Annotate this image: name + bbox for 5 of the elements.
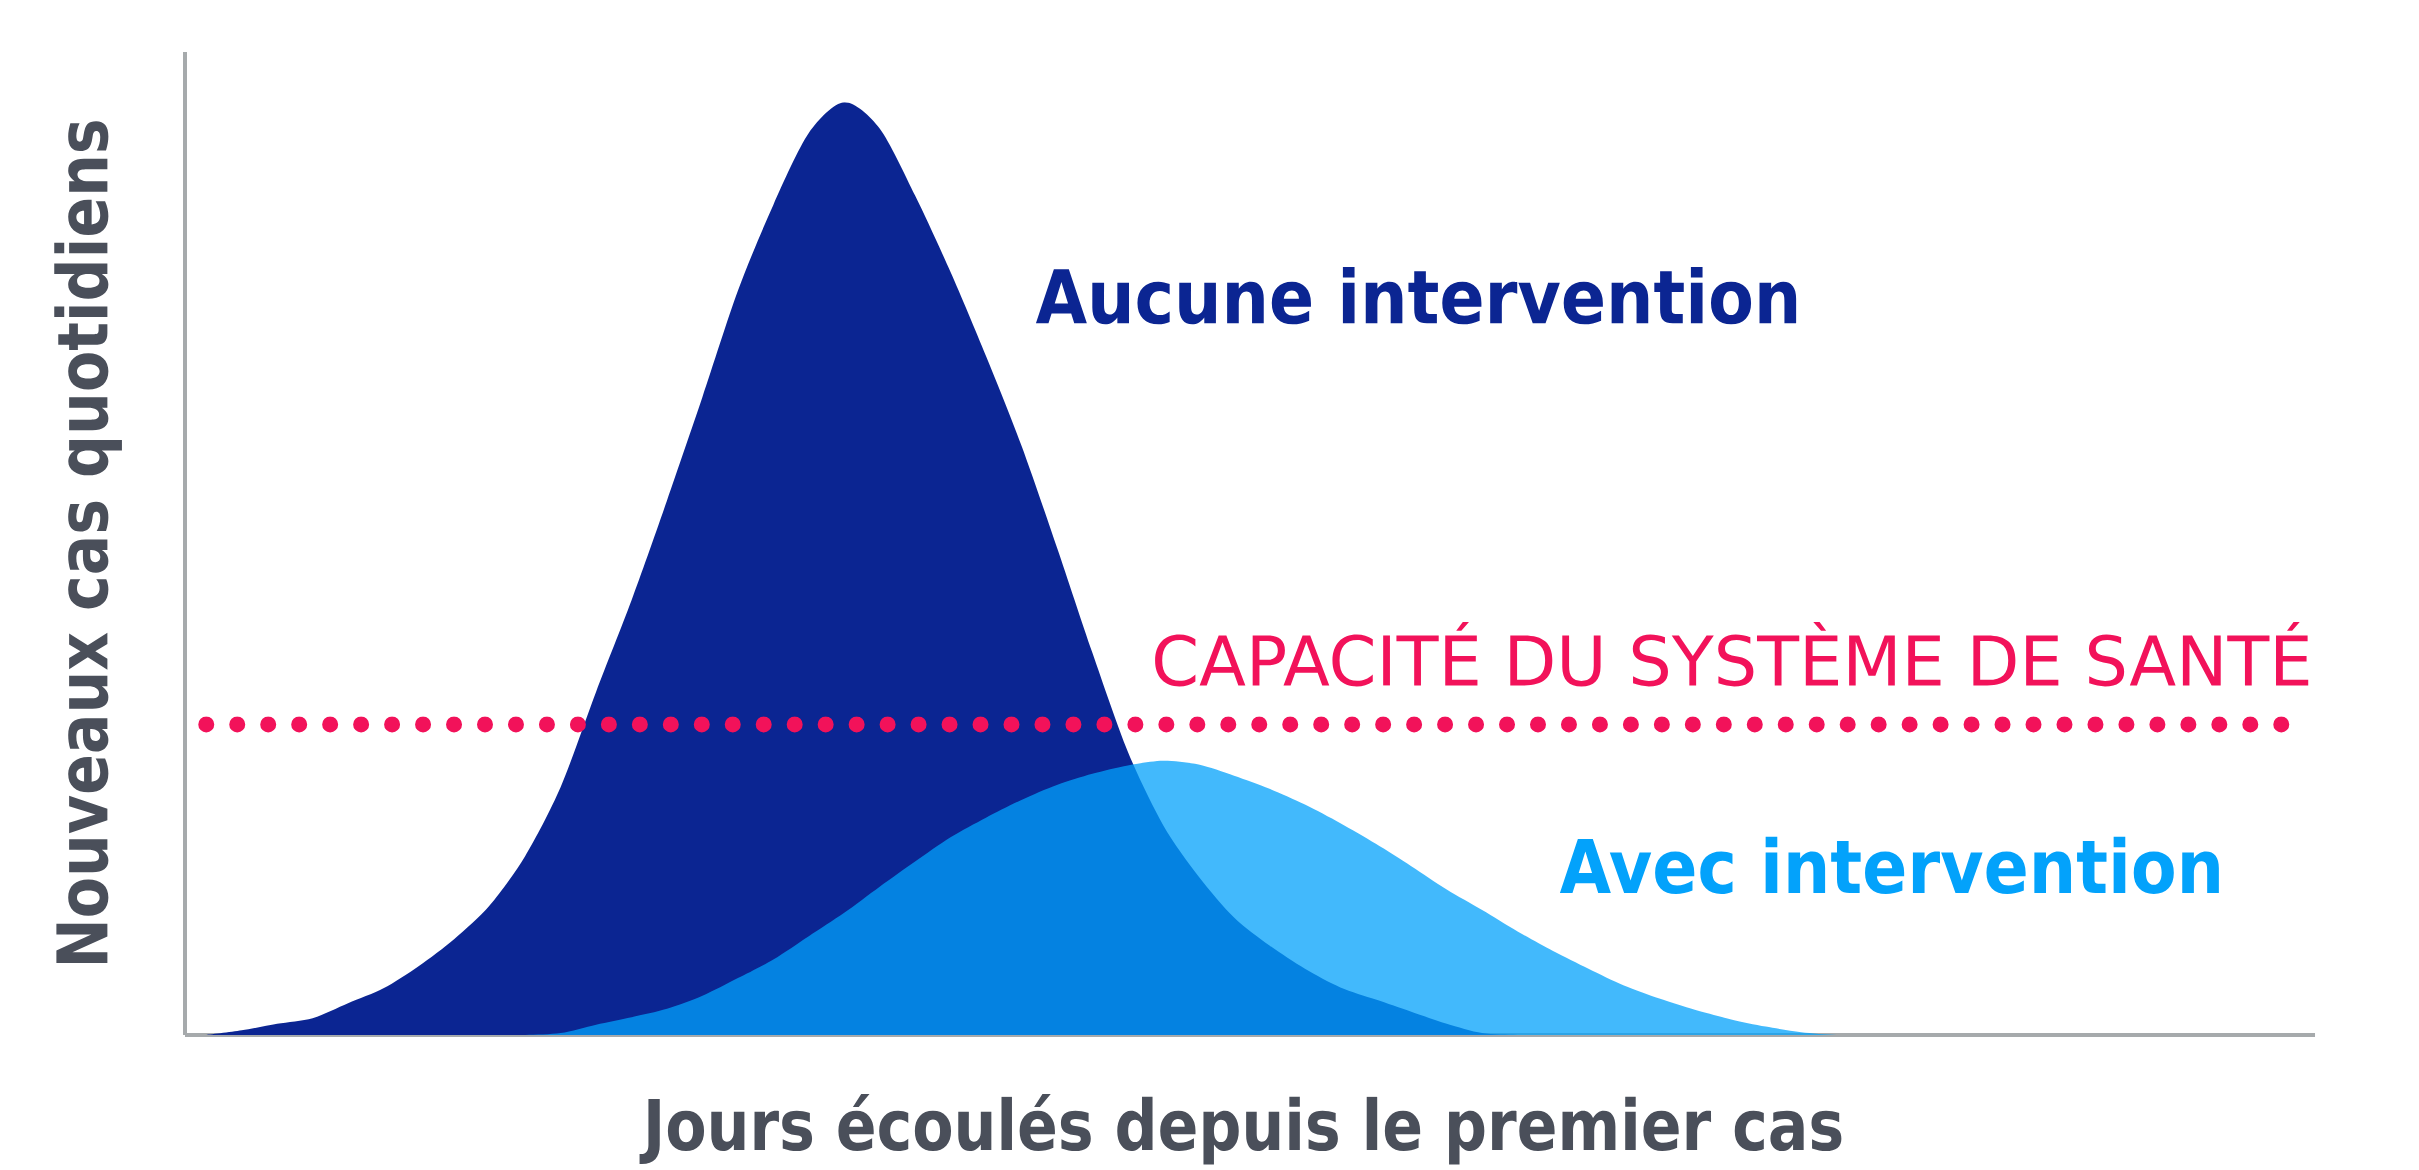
ref-line-label: CAPACITÉ DU SYSTÈME DE SANTÉ	[1155, 621, 2309, 687]
series-label: Aucune intervention	[1035, 267, 1797, 325]
series-label: Avec intervention	[1559, 836, 2219, 894]
x-axis-title: Jours écoulés depuis le premier cas	[639, 1094, 1842, 1165]
y-axis-title: Nouveaux cas quotidiens	[54, 121, 122, 964]
